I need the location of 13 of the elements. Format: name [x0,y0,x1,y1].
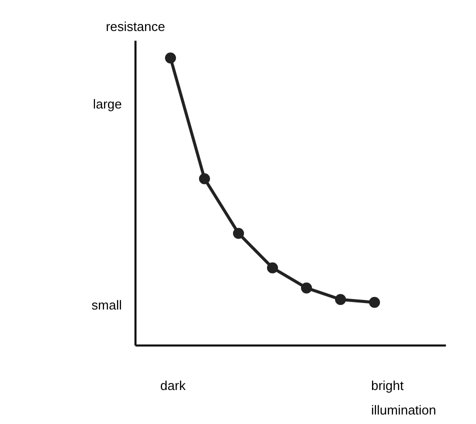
point [267,262,278,274]
text: bright [371,378,404,394]
point [369,296,380,308]
point [301,282,312,294]
text: large [92,96,122,112]
y-axis-title: resistance [106,18,166,34]
x-axis-title: illumination [371,402,436,418]
point [233,228,244,239]
point [335,294,346,305]
text: small [92,298,122,313]
point [165,52,176,64]
point [199,173,210,184]
text: dark [160,378,186,394]
